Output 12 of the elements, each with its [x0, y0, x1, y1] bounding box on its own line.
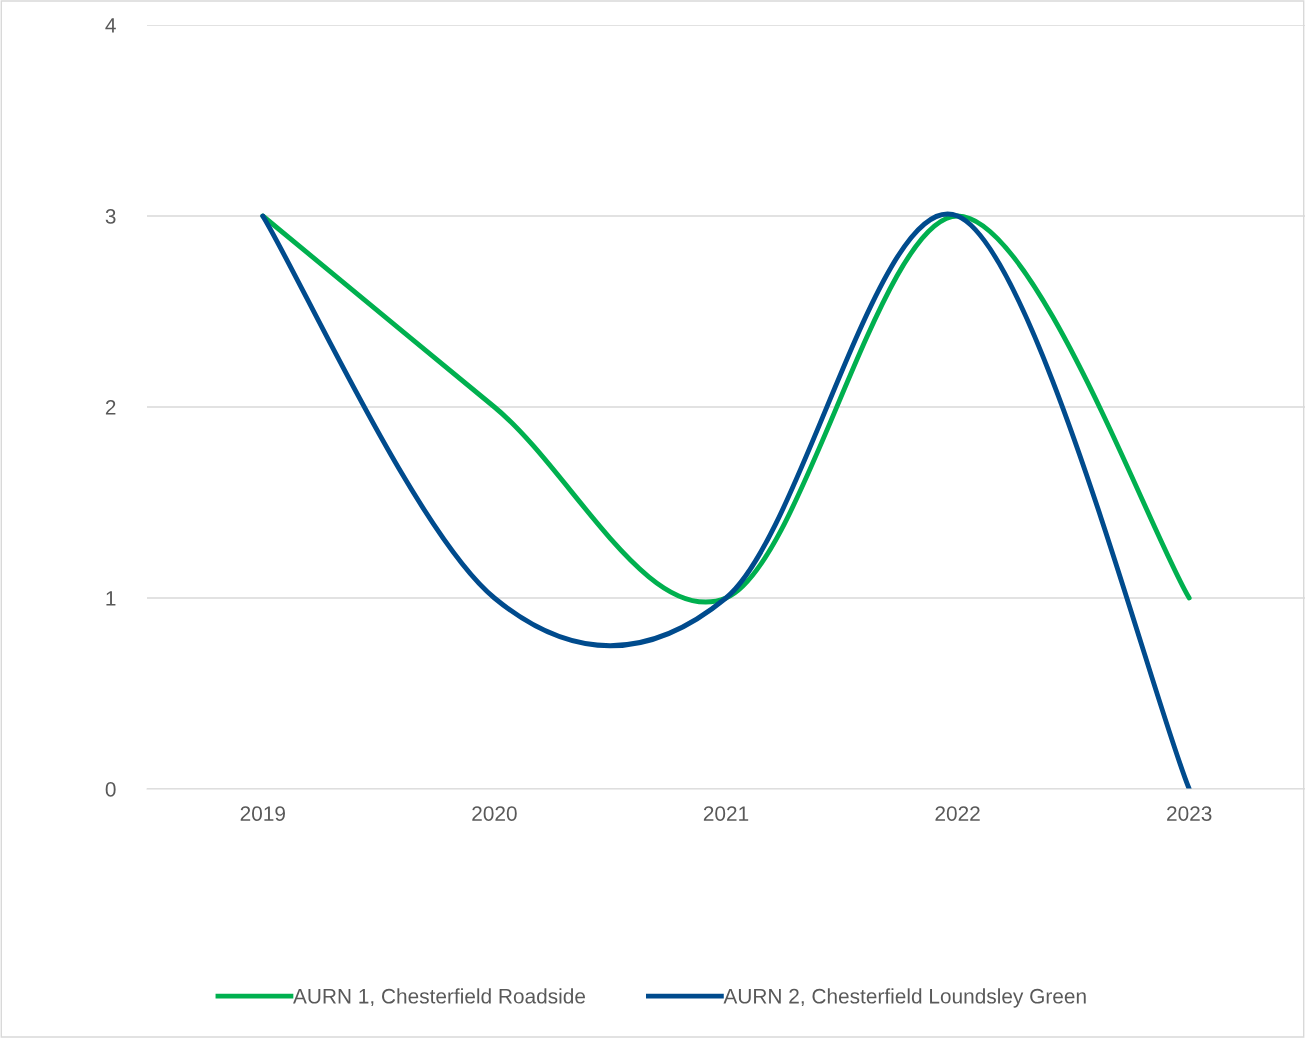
y-tick-label: 1 [106, 591, 116, 606]
x-tick-label: 2020 [472, 806, 517, 821]
y-tick-label: 0 [105, 782, 116, 797]
x-tick-label: 2023 [1167, 806, 1212, 821]
y-tick-label: 2 [105, 400, 116, 415]
x-tick-label: 2021 [703, 806, 749, 821]
y-tick-label: 3 [105, 209, 116, 224]
y-tick-label: 4 [105, 18, 116, 33]
x-tick-label: 2019 [240, 806, 285, 821]
legend-label: AURN 1, Chesterfield Roadside [293, 988, 586, 1007]
x-tick-label: 2022 [935, 806, 980, 821]
legend-label: AURN 2, Chesterfield Loundsley Green [723, 988, 1086, 1008]
